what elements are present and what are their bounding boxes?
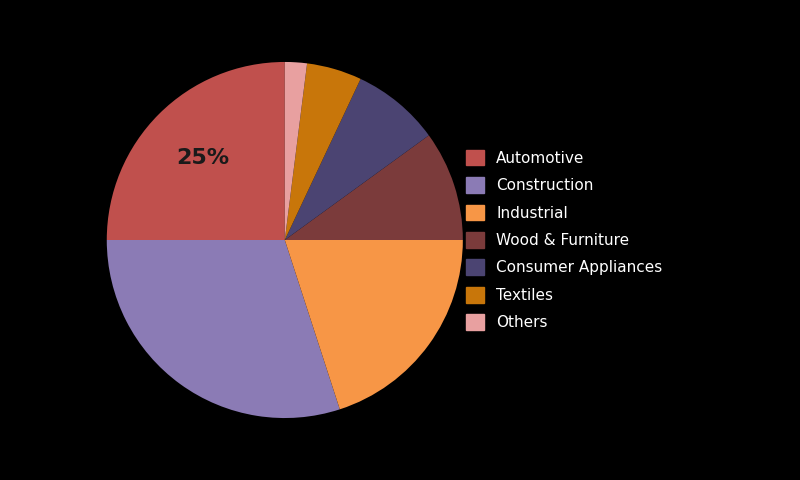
Wedge shape [106,240,340,418]
Wedge shape [285,63,361,240]
Wedge shape [285,79,429,240]
Wedge shape [285,62,307,240]
Legend: Automotive, Construction, Industrial, Wood & Furniture, Consumer Appliances, Tex: Automotive, Construction, Industrial, Wo… [458,142,670,338]
Text: 25%: 25% [177,148,230,168]
Wedge shape [106,62,285,240]
Wedge shape [285,240,463,409]
Wedge shape [285,135,463,240]
